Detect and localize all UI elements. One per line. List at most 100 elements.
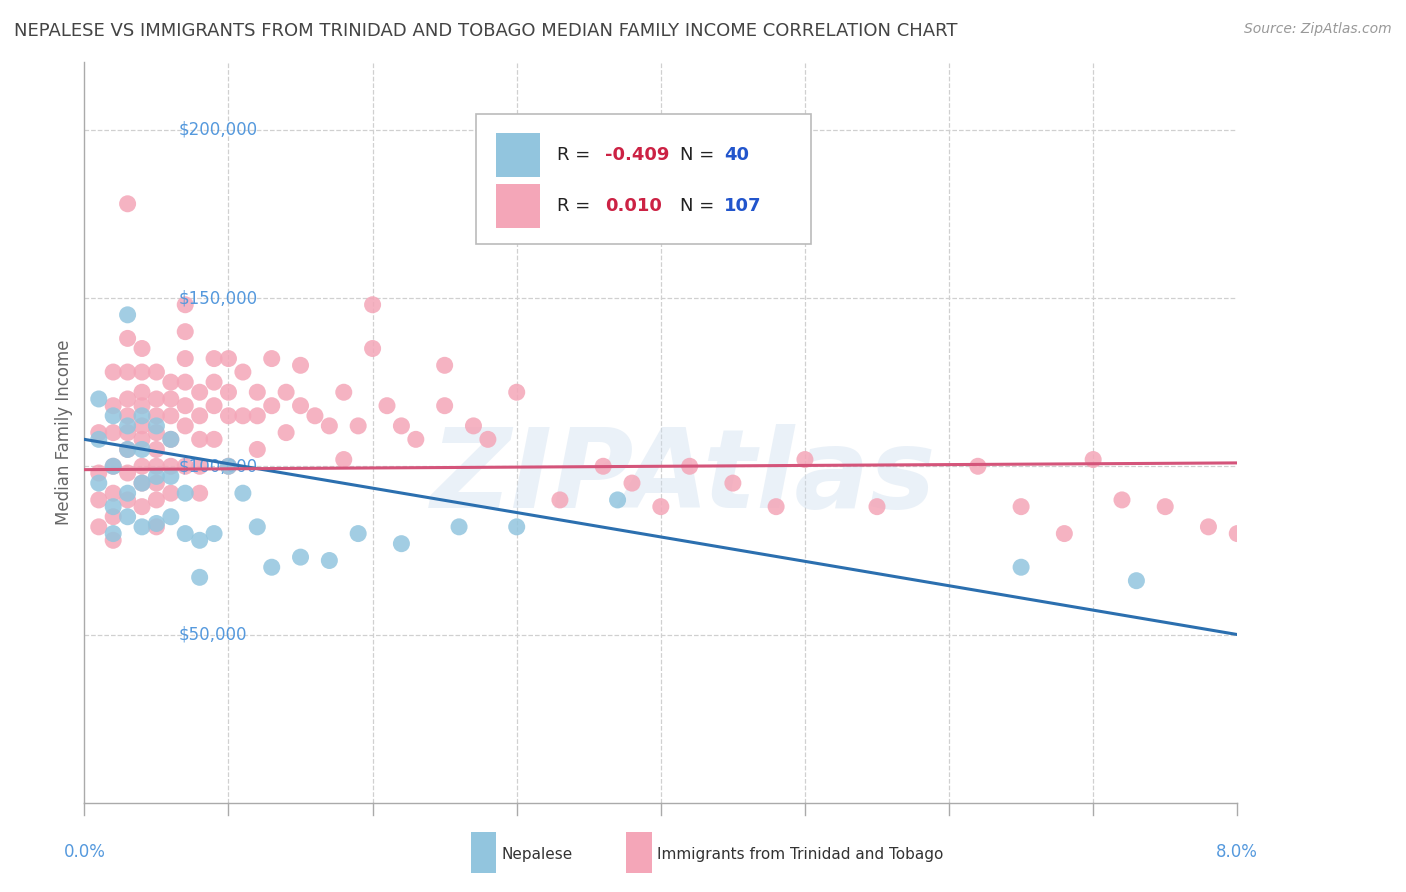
Point xyxy=(117,409,139,423)
Point xyxy=(304,409,326,423)
Point xyxy=(103,459,124,474)
Point xyxy=(131,365,153,379)
Point xyxy=(1010,500,1032,514)
Point xyxy=(145,469,167,483)
Point xyxy=(290,550,312,565)
Text: $150,000: $150,000 xyxy=(179,289,259,307)
Point xyxy=(103,533,124,548)
Point xyxy=(174,351,197,366)
Point xyxy=(131,476,153,491)
Point xyxy=(117,492,139,507)
Point xyxy=(131,342,153,356)
Point xyxy=(103,365,124,379)
Point xyxy=(117,442,139,457)
Bar xyxy=(496,184,540,228)
Point xyxy=(260,399,283,413)
Point xyxy=(145,520,167,534)
Point xyxy=(202,375,225,389)
Text: N =: N = xyxy=(681,146,720,164)
Point xyxy=(160,486,183,500)
Text: Source: ZipAtlas.com: Source: ZipAtlas.com xyxy=(1244,22,1392,37)
Point xyxy=(1226,526,1249,541)
Point xyxy=(202,351,225,366)
Point xyxy=(117,392,139,406)
Point xyxy=(117,466,139,480)
Point xyxy=(276,425,298,440)
Point xyxy=(131,385,153,400)
Text: ZIPAtlas: ZIPAtlas xyxy=(432,424,936,531)
Point xyxy=(866,500,889,514)
Point xyxy=(347,418,370,433)
Bar xyxy=(471,832,496,873)
Point xyxy=(232,486,254,500)
FancyBboxPatch shape xyxy=(477,114,811,244)
Point xyxy=(117,365,139,379)
Point xyxy=(218,351,240,366)
Point xyxy=(131,476,153,491)
Point xyxy=(506,520,529,534)
Point xyxy=(218,385,240,400)
Point xyxy=(621,476,644,491)
Point xyxy=(721,476,744,491)
Text: $100,000: $100,000 xyxy=(179,458,259,475)
Point xyxy=(260,560,283,574)
Point xyxy=(103,399,124,413)
Point xyxy=(87,476,110,491)
Point xyxy=(160,469,183,483)
Point xyxy=(246,385,269,400)
Point xyxy=(131,442,153,457)
Point xyxy=(506,385,529,400)
Text: 0.010: 0.010 xyxy=(606,197,662,215)
Point xyxy=(188,486,211,500)
Point xyxy=(103,486,124,500)
Point xyxy=(333,385,356,400)
Point xyxy=(145,409,167,423)
Point xyxy=(290,399,312,413)
Point xyxy=(290,359,312,373)
Point xyxy=(145,492,167,507)
Point xyxy=(174,459,197,474)
Point xyxy=(318,553,340,567)
Bar xyxy=(626,832,651,873)
Point xyxy=(188,385,211,400)
Point xyxy=(548,492,571,507)
Point xyxy=(145,392,167,406)
Point xyxy=(103,526,124,541)
Point xyxy=(967,459,990,474)
Point xyxy=(391,418,413,433)
Text: -0.409: -0.409 xyxy=(606,146,669,164)
Bar xyxy=(496,133,540,178)
Point xyxy=(375,399,398,413)
Point xyxy=(117,418,139,433)
Point xyxy=(174,298,197,312)
Point xyxy=(117,442,139,457)
Point xyxy=(202,399,225,413)
Point xyxy=(433,359,456,373)
Point xyxy=(160,509,183,524)
Point xyxy=(202,526,225,541)
Point xyxy=(145,418,167,433)
Point xyxy=(347,526,370,541)
Point xyxy=(87,492,110,507)
Point xyxy=(117,196,139,211)
Text: Nepalese: Nepalese xyxy=(502,847,574,863)
Point xyxy=(174,418,197,433)
Point xyxy=(246,409,269,423)
Point xyxy=(131,409,153,423)
Point xyxy=(160,459,183,474)
Text: R =: R = xyxy=(557,146,596,164)
Point xyxy=(145,459,167,474)
Point xyxy=(592,459,614,474)
Point xyxy=(131,433,153,447)
Point xyxy=(391,536,413,550)
Point xyxy=(145,365,167,379)
Point xyxy=(131,459,153,474)
Point xyxy=(174,325,197,339)
Point xyxy=(117,308,139,322)
Point xyxy=(1111,492,1133,507)
Point xyxy=(246,442,269,457)
Point xyxy=(174,399,197,413)
Point xyxy=(145,516,167,531)
Point xyxy=(361,298,384,312)
Text: N =: N = xyxy=(681,197,720,215)
